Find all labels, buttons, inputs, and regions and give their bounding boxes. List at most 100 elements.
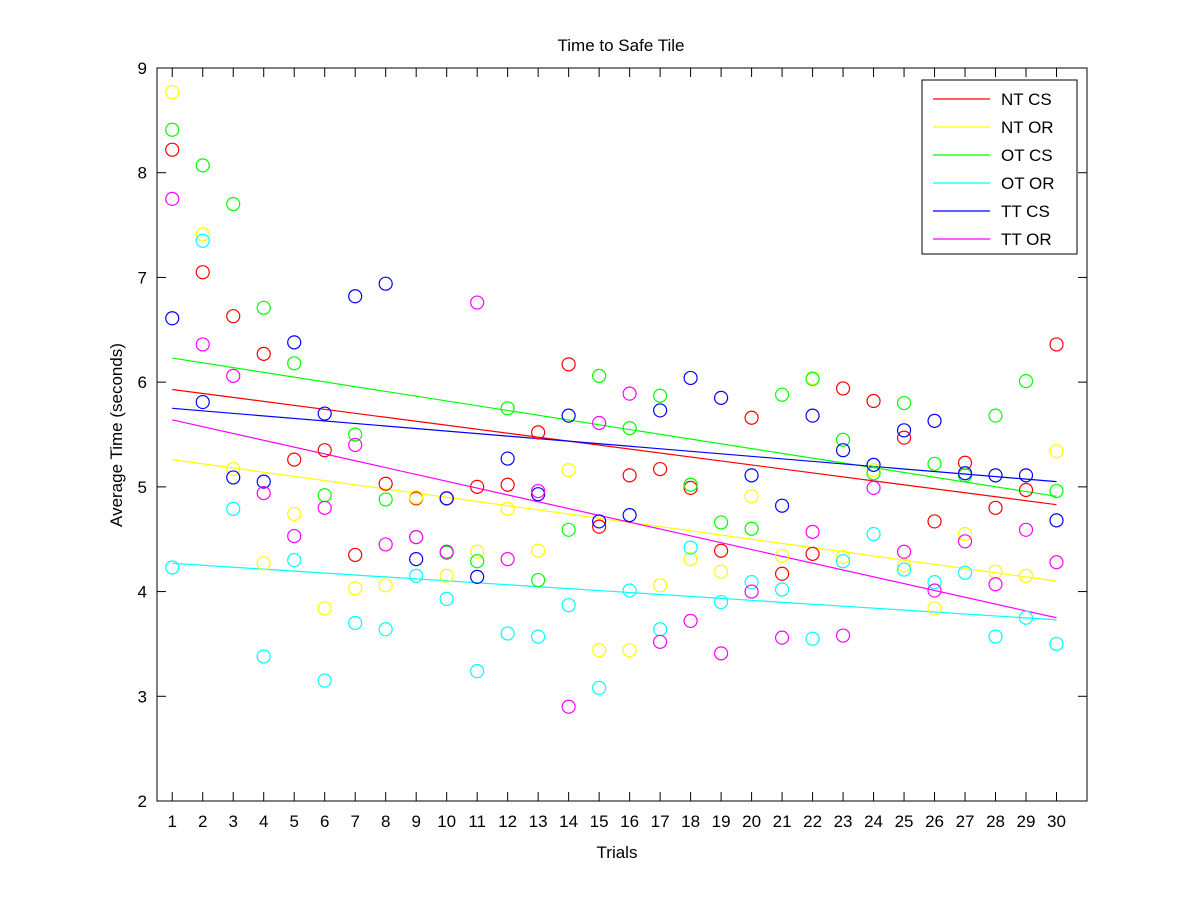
data-point	[195, 337, 210, 352]
data-point	[287, 528, 302, 544]
data-point	[683, 613, 698, 628]
data-point	[896, 558, 912, 573]
data-point	[561, 408, 576, 423]
data-point	[1018, 468, 1034, 483]
data-point	[683, 477, 698, 492]
data-point	[1049, 483, 1064, 499]
data-point	[744, 468, 759, 483]
x-tick-label: 28	[986, 812, 1005, 831]
legend-label: TT CS	[1001, 202, 1050, 221]
data-point	[866, 526, 881, 542]
x-tick-label: 27	[956, 812, 975, 831]
x-tick-label: 12	[498, 812, 517, 831]
data-point	[835, 443, 851, 458]
data-point	[713, 543, 729, 558]
data-point	[348, 289, 363, 304]
data-point	[470, 664, 485, 679]
data-point	[896, 544, 912, 559]
x-tick-label: 19	[712, 812, 731, 831]
x-tick-label: 11	[468, 812, 486, 831]
data-point	[226, 197, 241, 212]
y-axis-label: Average Time (seconds)	[107, 343, 126, 527]
data-point	[622, 643, 637, 658]
data-point	[1018, 568, 1034, 583]
data-point	[805, 524, 820, 539]
legend-label: OT CS	[1001, 146, 1053, 165]
data-point	[774, 582, 790, 597]
data-point	[317, 443, 332, 458]
data-point	[378, 578, 393, 593]
data-point	[805, 371, 820, 387]
data-point	[805, 408, 820, 423]
data-point	[835, 554, 851, 569]
x-tick-label: 29	[1017, 812, 1036, 831]
x-tick-label: 9	[411, 812, 420, 831]
data-point	[927, 575, 942, 590]
data-point	[165, 84, 180, 100]
data-point	[1049, 337, 1064, 352]
axis-ticks: 1 2 3 4 5 6 7 8 9 10 11 12 13 14 15 16 17 18 19 20 21 22 23 24 2…	[138, 59, 1087, 831]
data-point	[866, 480, 881, 496]
data-point	[653, 634, 668, 649]
data-point	[957, 534, 973, 549]
data-point	[500, 626, 515, 641]
data-point	[470, 544, 485, 559]
data-point	[470, 554, 485, 569]
data-point	[409, 530, 424, 545]
x-tick-label: 25	[895, 812, 914, 831]
data-point	[561, 598, 576, 613]
data-point	[317, 406, 332, 421]
data-point	[531, 483, 546, 499]
data-point	[287, 335, 302, 350]
data-point	[378, 622, 393, 637]
data-point	[439, 491, 454, 506]
data-point	[622, 386, 637, 401]
data-point	[409, 552, 424, 567]
y-tick-label: 8	[138, 164, 147, 183]
y-tick-label: 9	[138, 59, 147, 78]
data-point	[774, 387, 790, 402]
data-point	[348, 581, 363, 596]
legend-label: TT OR	[1001, 230, 1052, 249]
trend-line	[172, 562, 1057, 621]
data-point	[531, 543, 546, 558]
data-point	[896, 395, 912, 411]
data-point	[988, 500, 1003, 515]
y-tick-label: 6	[138, 373, 147, 392]
data-point	[256, 486, 271, 501]
legend-label: NT OR	[1001, 118, 1054, 137]
data-point	[744, 489, 759, 504]
data-point	[805, 631, 820, 646]
data-point	[195, 233, 210, 248]
data-point	[896, 430, 912, 445]
data-point	[713, 390, 729, 405]
x-tick-label: 30	[1047, 812, 1066, 831]
data-point	[348, 547, 363, 563]
data-point	[226, 461, 241, 477]
data-point	[805, 546, 820, 561]
data-point	[744, 575, 759, 590]
data-point	[957, 526, 973, 542]
x-tick-label: 1	[168, 812, 177, 831]
data-point	[866, 393, 881, 409]
data-point	[713, 515, 729, 530]
data-point	[592, 519, 607, 534]
data-point	[165, 311, 180, 326]
data-point	[317, 673, 332, 688]
data-point	[713, 594, 729, 610]
data-point	[774, 548, 790, 564]
data-point	[1049, 555, 1064, 570]
data-point	[195, 158, 210, 173]
data-point	[500, 552, 515, 567]
data-point	[378, 537, 393, 552]
data-point	[683, 370, 698, 386]
data-point	[226, 309, 241, 324]
data-point	[378, 476, 393, 491]
data-point	[683, 540, 698, 555]
trend-line	[172, 357, 1057, 497]
x-tick-label: 23	[834, 812, 853, 831]
x-tick-label: 14	[559, 812, 578, 831]
data-point	[378, 492, 393, 507]
data-point	[256, 556, 271, 571]
